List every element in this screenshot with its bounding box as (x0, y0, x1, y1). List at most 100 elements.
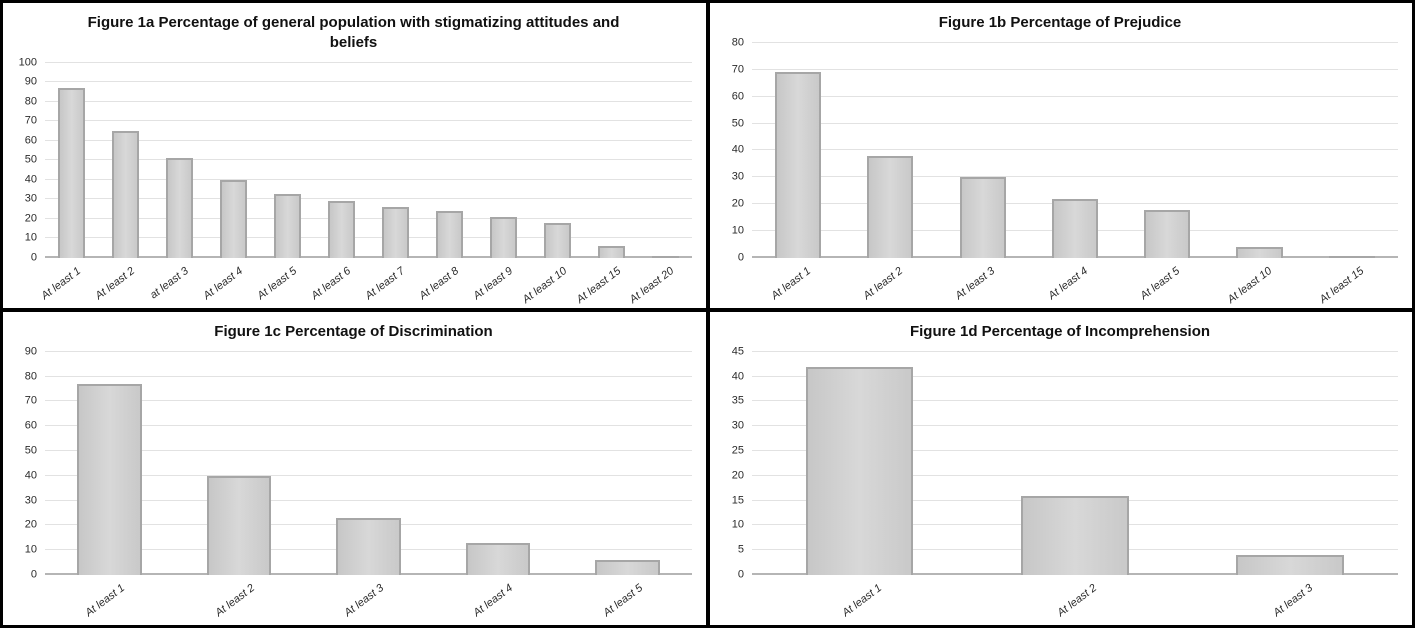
bar-slot (45, 352, 174, 575)
y-tick-label: 45 (731, 345, 744, 358)
bar-at-least-15 (597, 246, 625, 258)
bar-series (752, 43, 1398, 258)
x-tick-label: At least 2 (212, 582, 257, 620)
x-tick: At least 8 (417, 258, 476, 306)
bar-slot (937, 43, 1029, 258)
bar-at-least-10 (543, 222, 571, 258)
chart-title-fig1c: Figure 1c Percentage of Discrimination (214, 323, 493, 340)
x-tick: At least 3 (304, 575, 433, 623)
gridline (45, 350, 692, 352)
x-tick: At least 10 (1213, 258, 1305, 306)
gridline (752, 95, 1398, 97)
bar-slot (1213, 43, 1305, 258)
bar-at-least-8 (435, 211, 463, 258)
x-tick: At least 2 (94, 258, 153, 306)
gridline (45, 474, 692, 476)
y-tick-label: 15 (731, 494, 744, 507)
y-tick-label: 80 (24, 370, 37, 383)
chart-plot-region: 0 10 20 30 40 50 60 70 80 (718, 37, 1402, 263)
bar-slot (369, 63, 423, 258)
y-tick-label: 20 (731, 197, 744, 210)
bar-at-least-3 (1236, 555, 1345, 575)
x-tick: At least 4 (201, 258, 261, 306)
bar-at-least-5 (274, 193, 302, 258)
x-axis: At least 1 At least 2 At least 3 At least 4… (752, 258, 1398, 306)
bar-at-least-15 (1328, 256, 1375, 258)
chart-plot-region: 0 10 20 30 40 50 60 70 80 90 100 (11, 57, 696, 263)
chart-title-fig1d: Figure 1d Percentage of Incomprehension (909, 323, 1211, 340)
bar-slot (315, 63, 369, 258)
plot-area (752, 350, 1402, 575)
x-tick-label: at least 3 (148, 265, 192, 302)
bar-at-least-3 (166, 158, 194, 258)
plot-area (45, 350, 696, 575)
x-tick: At least 2 (174, 575, 303, 623)
gridline (752, 41, 1398, 43)
y-tick-label: 0 (737, 251, 744, 264)
x-tick: at least 3 (148, 258, 207, 306)
gridline (45, 400, 692, 402)
bar-chart-fig1a: 0 10 20 30 40 50 60 70 80 90 100 At least 1 At least… (11, 57, 696, 306)
x-tick-label: At least 4 (1045, 265, 1090, 303)
bar-at-least-2 (206, 475, 272, 575)
y-tick-label: 60 (24, 134, 37, 147)
bar-slot (844, 43, 936, 258)
x-tick-label: At least 9 (471, 265, 515, 303)
bar-slot (174, 352, 303, 575)
y-tick-label: 0 (737, 568, 744, 581)
bar-at-least-4 (1051, 198, 1099, 258)
bar-slot (1183, 352, 1398, 575)
y-tick-label: 40 (731, 143, 744, 156)
bar-at-least-10 (1236, 247, 1283, 258)
bar-slot (261, 63, 315, 258)
y-tick-label: 30 (731, 170, 744, 183)
x-tick: At least 3 (1183, 575, 1398, 623)
bar-chart-fig1b: 0 10 20 30 40 50 60 70 80 At least 1 At least 2 At … (718, 37, 1402, 306)
x-tick-label: At least 8 (417, 265, 461, 303)
x-tick: At least 1 (45, 575, 174, 623)
x-tick-label: At least 5 (601, 582, 645, 620)
x-axis: At least 1 At least 2 At least 3 At least 4… (45, 575, 692, 623)
gridline (45, 120, 692, 122)
gridline (752, 68, 1398, 70)
x-tick-label: At least 15 (1317, 265, 1367, 306)
y-tick-label: 80 (731, 36, 744, 49)
x-tick-label: At least 5 (255, 265, 300, 303)
bar-slot (45, 63, 99, 258)
x-tick-label: At least 3 (342, 582, 387, 620)
x-axis-line (45, 256, 692, 258)
bar-slot (99, 63, 153, 258)
x-tick-label: At least 10 (1225, 265, 1275, 306)
x-tick-label: At least 4 (201, 265, 246, 303)
y-tick-label: 10 (731, 224, 744, 237)
bar-slot (563, 352, 692, 575)
y-tick-label: 10 (24, 543, 37, 556)
gridline (45, 159, 692, 161)
y-axis: 0 10 20 30 40 50 60 70 80 90 (11, 346, 45, 580)
x-tick-label: At least 1 (768, 265, 813, 303)
bar-at-least-20 (651, 256, 679, 258)
gridline (752, 149, 1398, 151)
y-tick-label: 35 (731, 394, 744, 407)
x-tick-label: At least 3 (1270, 582, 1315, 620)
gridline (752, 474, 1398, 476)
y-tick-label: 70 (24, 114, 37, 127)
bar-slot (752, 43, 844, 258)
chart-plot-region: 0 5 10 15 20 25 30 35 40 45 (718, 346, 1402, 580)
y-tick-label: 70 (24, 394, 37, 407)
bar-at-least-2 (867, 155, 914, 258)
gridline (752, 122, 1398, 124)
gridline (45, 100, 692, 102)
x-tick-label: At least 7 (363, 265, 408, 303)
y-tick-label: 20 (731, 469, 744, 482)
bar-at-least-4 (465, 542, 531, 575)
gridline (45, 237, 692, 239)
y-tick-label: 5 (737, 543, 744, 556)
bar-chart-fig1d: 0 5 10 15 20 25 30 35 40 45 At least 1 At least 2 At… (718, 346, 1402, 623)
y-tick-label: 20 (24, 212, 37, 225)
y-tick-label: 10 (24, 231, 37, 244)
y-tick-label: 40 (731, 370, 744, 383)
gridline (45, 81, 692, 83)
